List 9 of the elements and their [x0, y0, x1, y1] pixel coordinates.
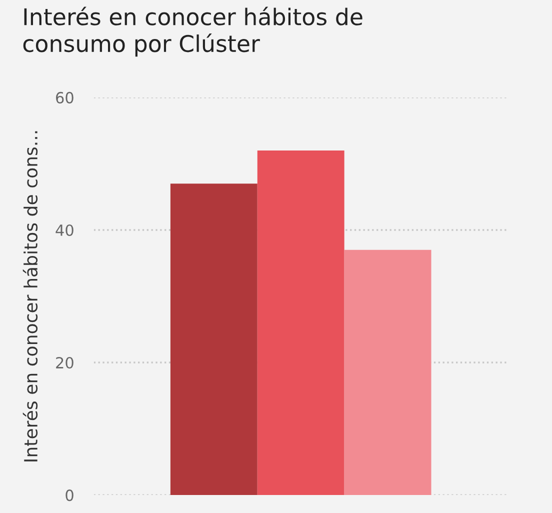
- y-axis-title: Interés en conocer hábitos de cons...: [22, 131, 38, 462]
- y-tick-label: 20: [56, 356, 74, 369]
- y-tick-label: 60: [56, 92, 74, 104]
- y-tick-label: 40: [56, 224, 74, 236]
- bar: [257, 150, 344, 496]
- chart-title: Interés en conocer hábitos de consumo por Clúster: [23, 6, 362, 57]
- bar: [170, 184, 258, 496]
- bar: [344, 250, 432, 496]
- y-tick-label: 0: [66, 490, 74, 502]
